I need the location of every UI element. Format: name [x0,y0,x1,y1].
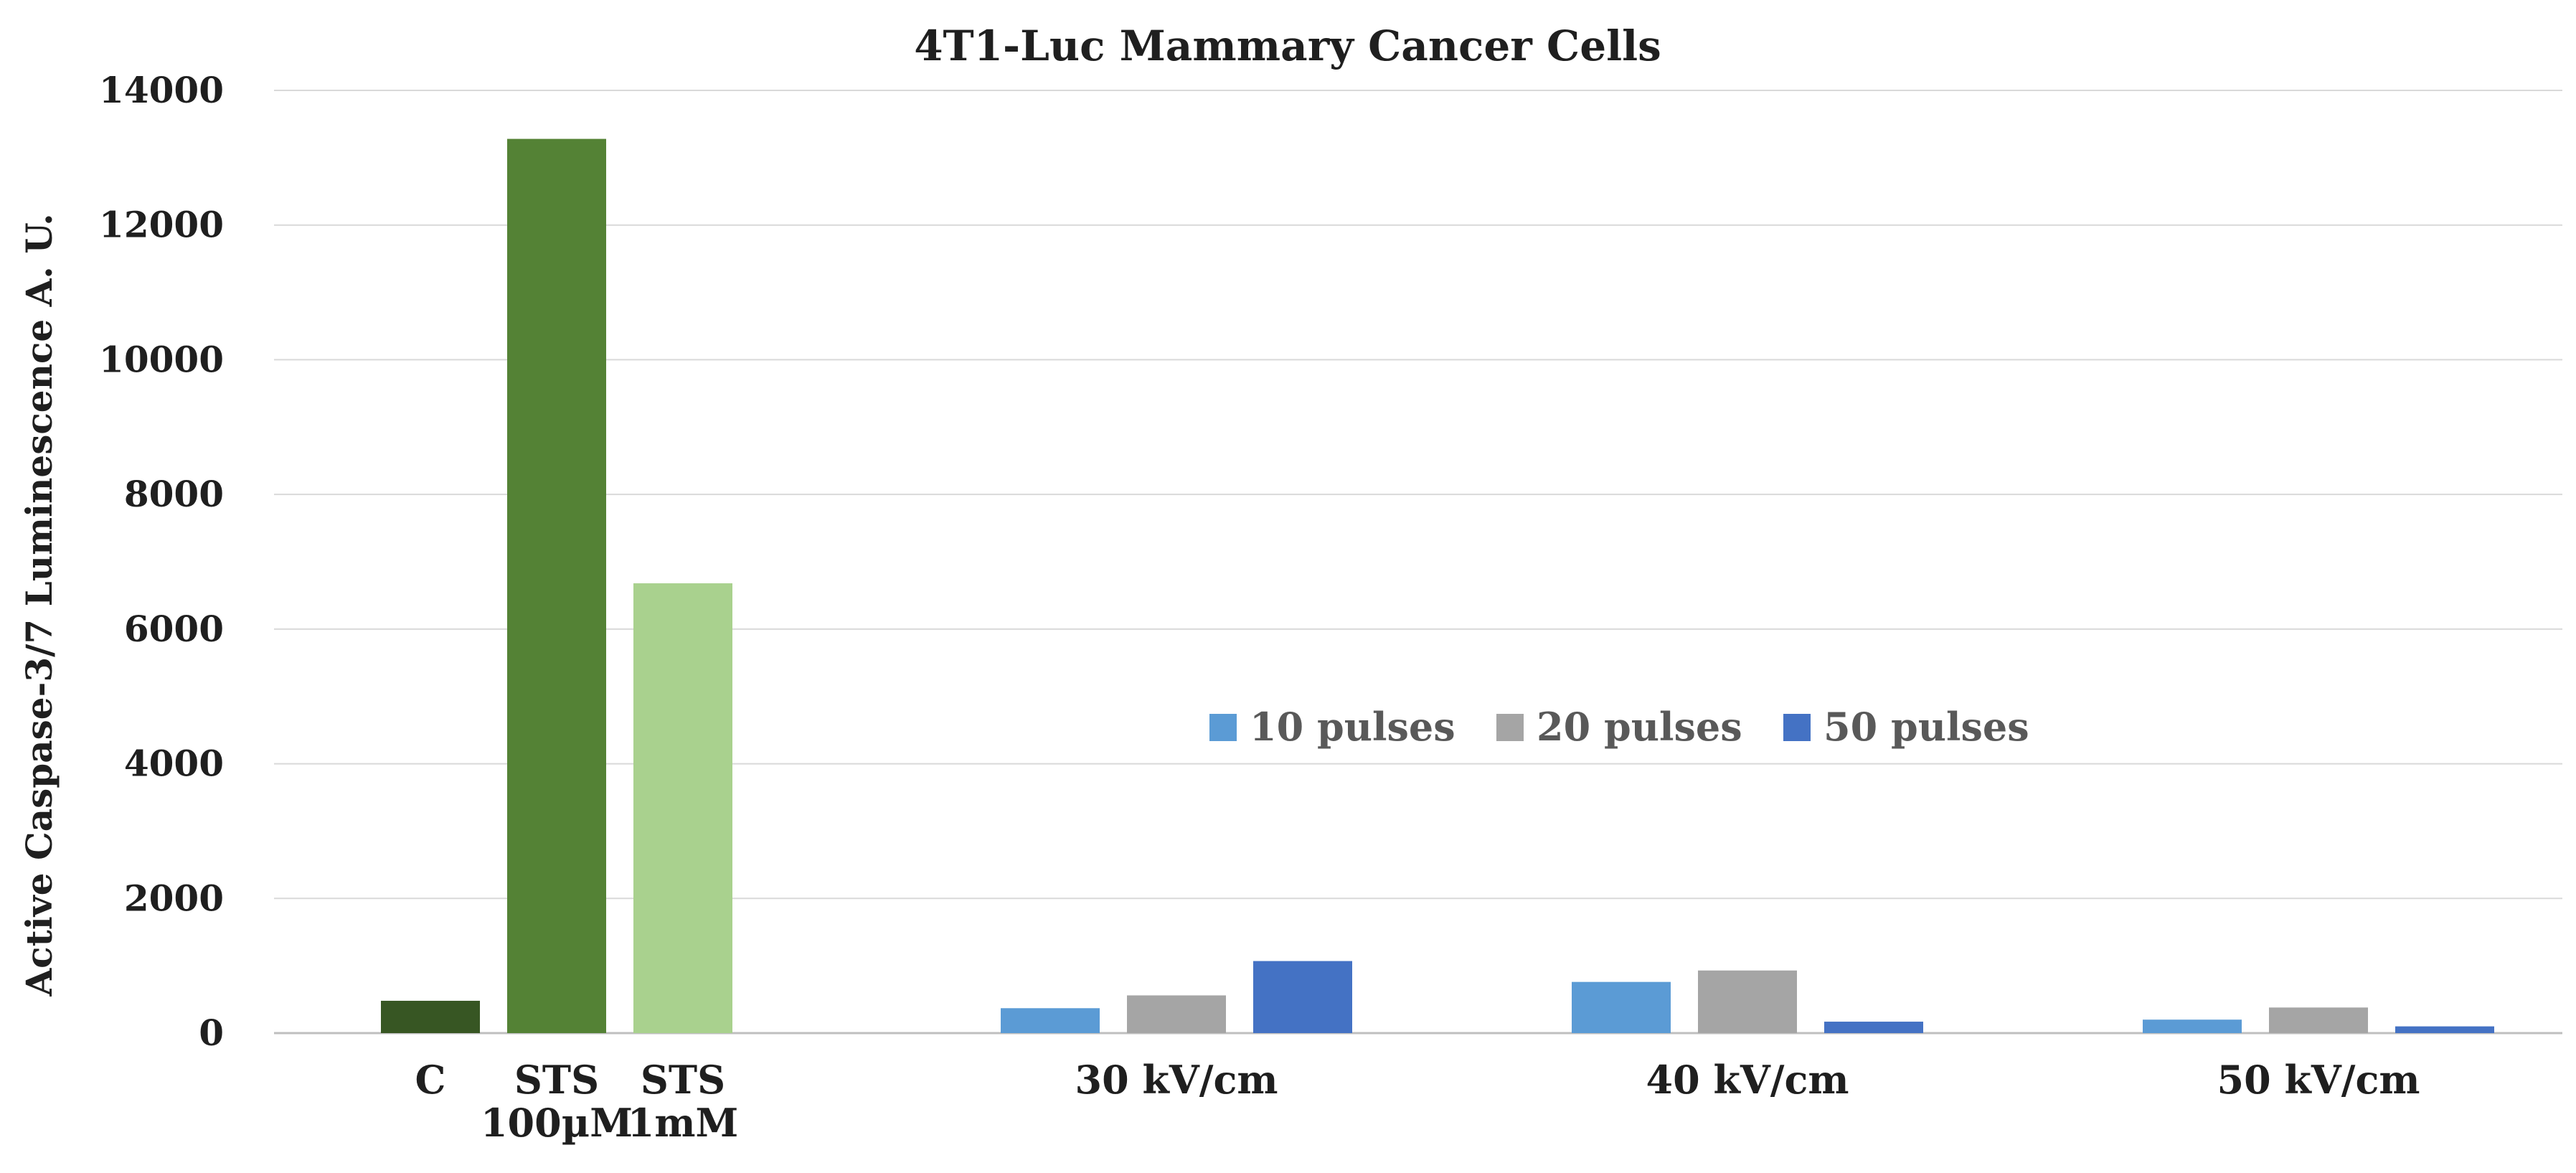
category-label-control-0-line-0: C [415,1057,446,1103]
bar-20-pulses-2 [2269,1007,2368,1033]
y-tick-label-4000: 4000 [124,743,224,785]
category-label-control-2-line-0: STS [641,1057,725,1103]
legend-swatch-1 [1496,714,1524,741]
y-tick-label-6000: 6000 [124,608,224,650]
legend: 10 pulses 20 pulses 50 pulses [1209,704,2029,750]
bar-50-pulses-0 [1253,961,1352,1033]
y-tick-label-12000: 12000 [99,204,224,246]
bar-20-pulses-1 [1698,970,1797,1033]
category-label-control-2-line-1: 1mM [628,1100,739,1146]
bar-control-2 [633,583,732,1033]
y-tick-labels: 0 2000 4000 6000 8000 10000 12000 14000 [99,69,224,1054]
legend-label-0: 10 pulses [1250,704,1456,750]
category-label-control-1-line-1: 100µM [481,1100,633,1146]
category-label-1: 40 kV/cm [1646,1057,1849,1103]
bars [381,138,2494,1033]
y-tick-label-10000: 10000 [99,338,224,380]
bar-10-pulses-1 [1572,981,1671,1033]
legend-swatch-2 [1783,714,1811,741]
bar-control-1 [507,138,606,1033]
y-axis-label: Active Caspase-3/7 Luminescence A. U. [18,213,60,997]
gridlines [274,90,2562,1035]
bar-50-pulses-1 [1824,1022,1923,1033]
y-tick-label-8000: 8000 [124,473,224,515]
category-label-control-1-line-0: STS [514,1057,599,1103]
y-tick-label-14000: 14000 [99,69,224,111]
legend-label-2: 50 pulses [1824,704,2029,750]
y-tick-label-2000: 2000 [124,877,224,919]
legend-swatch-0 [1209,714,1237,741]
legend-label-1: 20 pulses [1537,704,1742,750]
bar-10-pulses-2 [2143,1019,2242,1033]
bar-20-pulses-0 [1127,995,1226,1033]
bar-control-0 [381,1000,480,1033]
y-tick-label-0: 0 [199,1012,224,1054]
category-label-0: 30 kV/cm [1075,1057,1278,1103]
chart-title: 4T1-Luc Mammary Cancer Cells [914,22,1661,70]
category-label-2: 50 kV/cm [2217,1057,2420,1103]
bar-10-pulses-0 [1001,1008,1100,1033]
bar-50-pulses-2 [2395,1026,2494,1033]
